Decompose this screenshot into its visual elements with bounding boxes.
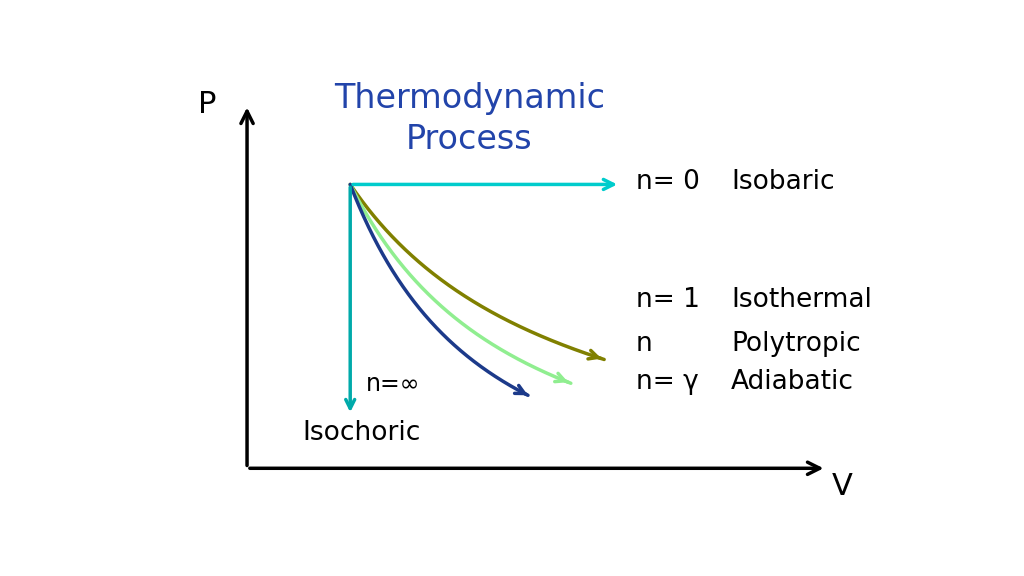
Text: Thermodynamic
Process: Thermodynamic Process	[334, 82, 605, 156]
Text: Isobaric: Isobaric	[731, 169, 835, 195]
Text: n= 0: n= 0	[636, 169, 699, 195]
Text: V: V	[831, 472, 853, 501]
Text: Polytropic: Polytropic	[731, 331, 861, 357]
Text: Adiabatic: Adiabatic	[731, 369, 854, 395]
Text: n= γ: n= γ	[636, 369, 698, 395]
Text: P: P	[199, 90, 216, 119]
Text: n=∞: n=∞	[367, 372, 421, 396]
Text: n= 1: n= 1	[636, 287, 699, 313]
Text: Isochoric: Isochoric	[303, 419, 421, 445]
Text: Isothermal: Isothermal	[731, 287, 872, 313]
Text: n: n	[636, 331, 652, 357]
